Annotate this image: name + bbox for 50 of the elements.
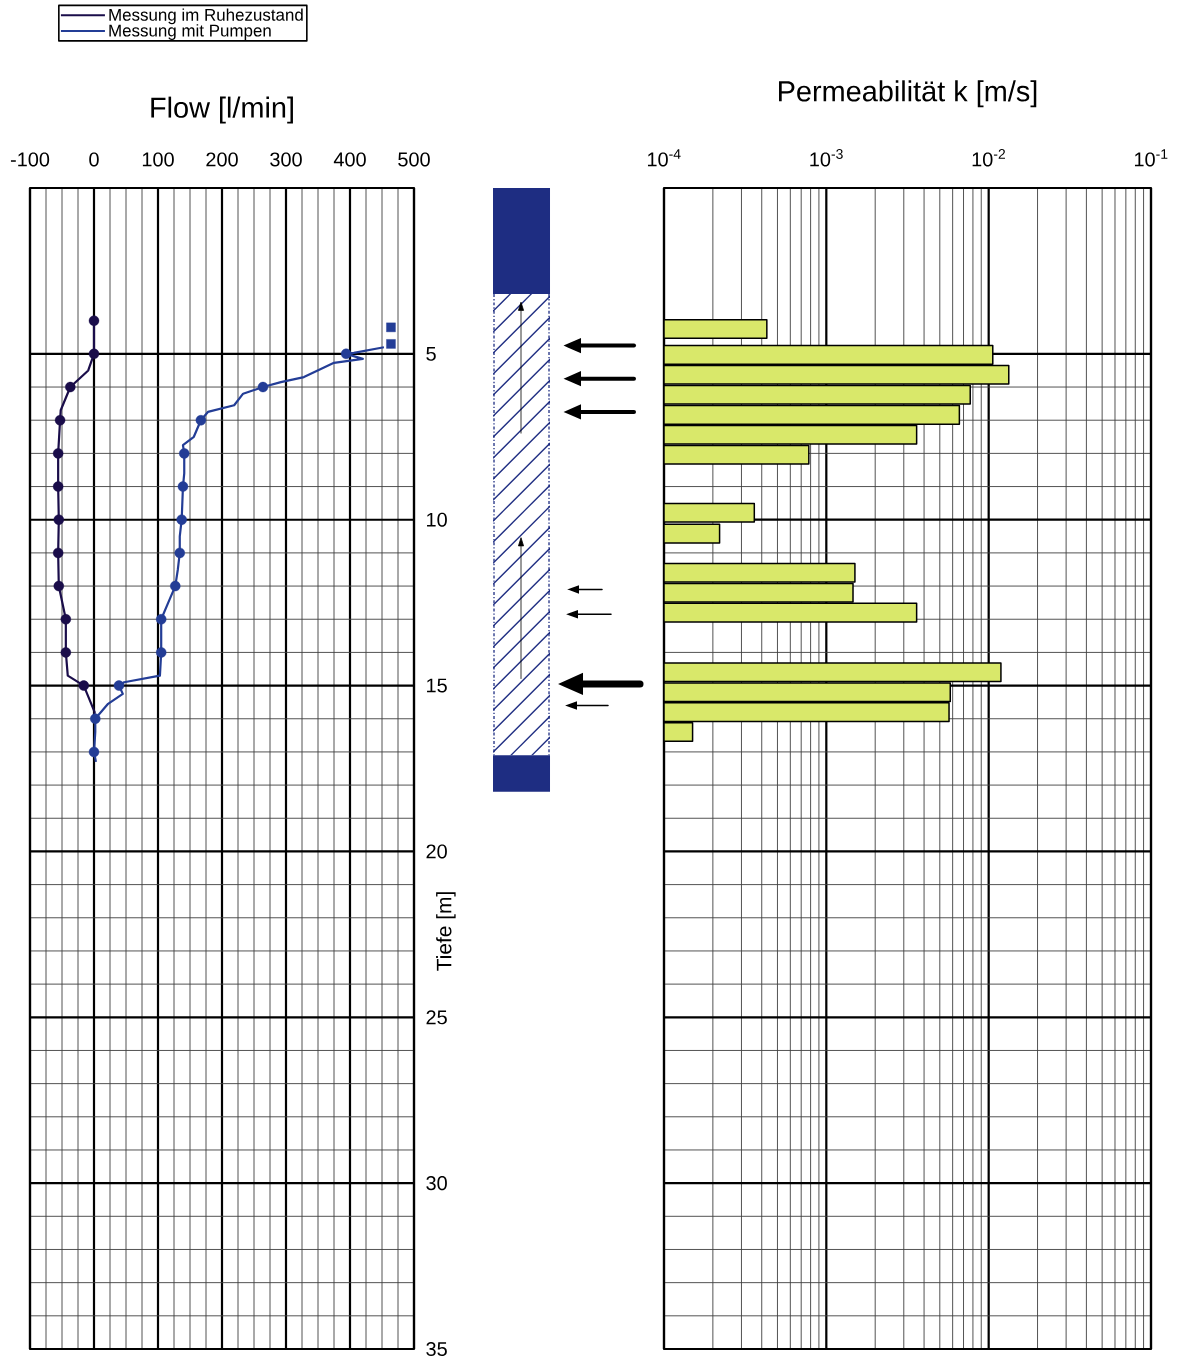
point <box>156 614 167 625</box>
point <box>340 348 352 360</box>
point <box>179 448 190 459</box>
point <box>174 547 185 559</box>
x-tick-label: 300 <box>270 152 302 167</box>
point <box>90 713 101 724</box>
point <box>52 481 64 492</box>
point <box>88 348 100 360</box>
point <box>176 514 187 525</box>
x-tick-label: 10$^{-2}$ <box>972 149 1006 167</box>
y-tick-label: 35 <box>426 1341 447 1357</box>
x-axis-title: Permeabilität k [m/s] <box>779 80 1037 108</box>
point <box>88 315 100 326</box>
point <box>60 647 72 658</box>
point <box>386 339 396 349</box>
x-tick-label: 100 <box>142 152 174 167</box>
y-tick-label: 25 <box>426 1010 447 1025</box>
point <box>54 415 66 426</box>
legend-label: Messung mit Pumpen <box>109 24 271 40</box>
point <box>257 381 269 393</box>
x-tick-label: 500 <box>398 152 430 167</box>
point <box>52 547 64 559</box>
point <box>53 514 64 525</box>
y-axis-title: Tiefe [m] <box>436 892 456 971</box>
point <box>195 415 207 426</box>
point <box>170 580 181 592</box>
y-tick-label: 30 <box>426 1176 447 1191</box>
point <box>113 680 125 691</box>
x-tick-label: 10$^{-4}$ <box>647 149 681 167</box>
y-tick-label: 15 <box>427 678 447 693</box>
point <box>156 647 167 658</box>
legend-label: Messung im Ruhezustand <box>109 8 303 25</box>
x-tick-label: 10$^{-1}$ <box>1134 149 1168 167</box>
x-tick-label: 400 <box>333 152 366 167</box>
y-tick-label: 10 <box>427 512 447 527</box>
x-axis-title: Flow [l/min] <box>151 96 293 124</box>
x-tick-label: 200 <box>206 152 238 167</box>
x-tick-label: 0 <box>89 152 99 167</box>
point <box>78 680 89 691</box>
point <box>65 381 76 393</box>
point <box>88 746 100 758</box>
y-tick-label: 20 <box>426 844 447 859</box>
x-tick-label: -100 <box>10 152 50 167</box>
point <box>60 614 72 625</box>
y-tick-label: 5 <box>426 346 436 361</box>
x-tick-label: 10$^{-3}$ <box>810 149 843 167</box>
point <box>386 322 396 333</box>
point <box>177 481 189 492</box>
point <box>52 448 64 459</box>
point <box>53 580 64 592</box>
